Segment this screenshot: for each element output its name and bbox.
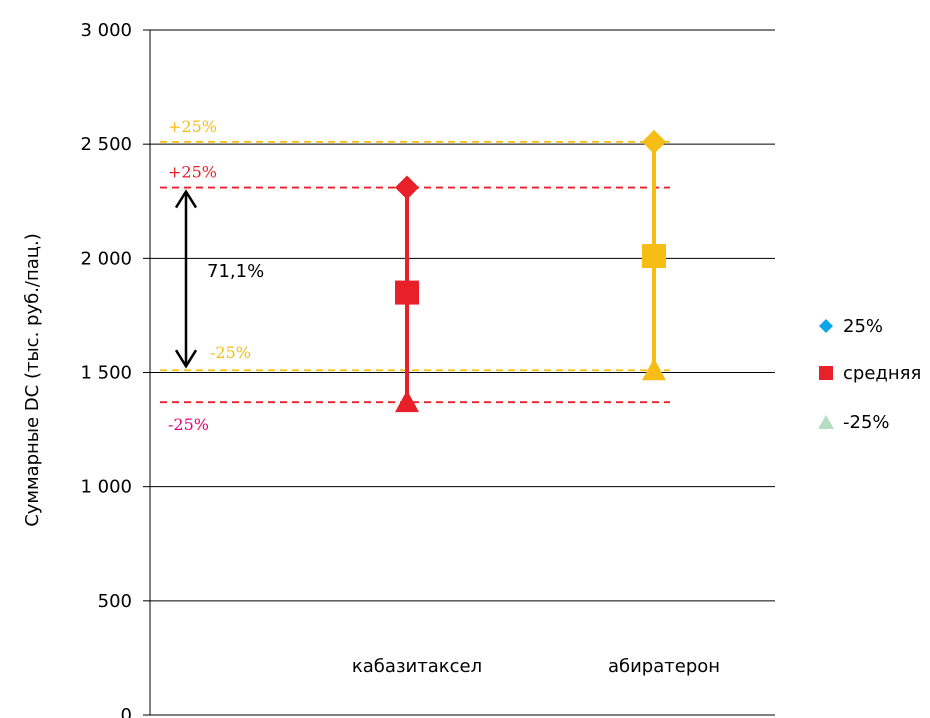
range-arrow-head-down	[174, 349, 198, 369]
y-tick-label: 0	[121, 705, 132, 718]
legend: 25% средняя -25%	[818, 316, 921, 433]
category-label: кабазитаксел	[352, 656, 482, 677]
legend-marker-diamond	[819, 319, 833, 333]
y-tick-label: 2 500	[80, 134, 132, 155]
legend-label: -25%	[843, 412, 890, 433]
category-stems	[405, 141, 656, 403]
category-label: абиратерон	[608, 656, 720, 677]
y-tick-label: 1 000	[80, 477, 132, 498]
range-annotation: 71,1%	[174, 189, 264, 369]
marker-mean	[395, 280, 419, 305]
y-axis-ticks: 0 500 1 000 1 500 2 000 2 500 3 000	[80, 20, 132, 718]
marker-minus25	[395, 390, 419, 413]
y-tick-label: 1 500	[80, 363, 132, 384]
category-labels: кабазитаксел абиратерон	[352, 656, 720, 677]
y-tick-label: 3 000	[80, 20, 132, 41]
y-axis-label: Суммарные DC (тыс. руб./пац.)	[22, 233, 43, 527]
legend-marker-triangle	[818, 415, 834, 429]
reference-line-label: +25%	[168, 117, 217, 136]
reference-line-label: -25%	[168, 415, 209, 434]
gridlines	[143, 29, 775, 716]
data-markers	[395, 129, 666, 413]
marker-25	[642, 129, 666, 154]
y-tick-label: 500	[98, 591, 132, 612]
marker-mean	[642, 244, 666, 269]
legend-label: средняя	[843, 363, 921, 384]
y-tick-label: 2 000	[80, 248, 132, 269]
reference-line-label: -25%	[210, 343, 251, 362]
marker-minus25	[642, 358, 666, 381]
reference-line-label: +25%	[168, 163, 217, 182]
legend-marker-square	[819, 366, 833, 380]
marker-25	[395, 175, 419, 200]
range-label: 71,1%	[207, 261, 264, 282]
legend-label: 25%	[843, 316, 883, 337]
range-arrow-head-up	[174, 189, 198, 209]
